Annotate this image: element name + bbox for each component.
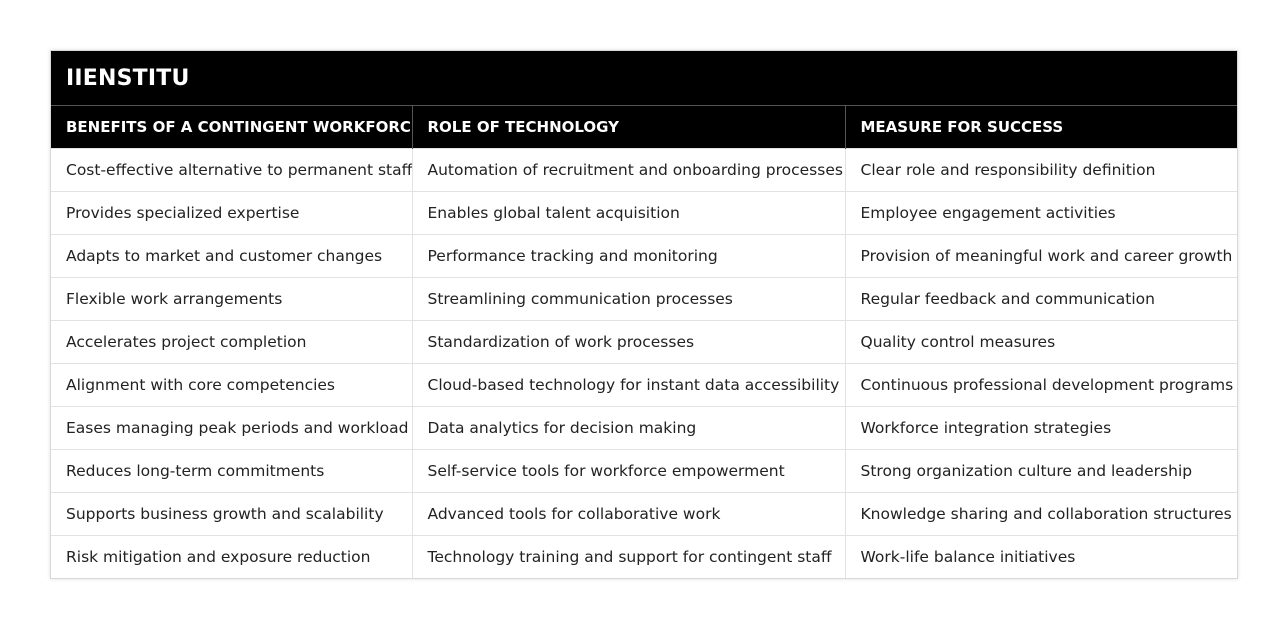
table-row: Supports business growth and scalability… xyxy=(51,492,1237,536)
table-row: Risk mitigation and exposure reduction T… xyxy=(51,535,1237,578)
table-row: Accelerates project completion Standardi… xyxy=(51,320,1237,364)
table-cell: Advanced tools for collaborative work xyxy=(411,492,845,536)
table-cell: Provision of meaningful work and career … xyxy=(844,234,1237,278)
table-row: Adapts to market and customer changes Pe… xyxy=(51,234,1237,278)
comparison-table: IIENSTITU BENEFITS OF A CONTINGENT WORKF… xyxy=(51,51,1237,578)
table-cell: Supports business growth and scalability xyxy=(51,492,412,536)
table-cell: Performance tracking and monitoring xyxy=(411,234,845,278)
table-cell: Automation of recruitment and onboarding… xyxy=(411,148,845,192)
table-cell: Work-life balance initiatives xyxy=(844,535,1237,578)
table-row: Alignment with core competencies Cloud-b… xyxy=(51,363,1237,407)
table-cell: Provides specialized expertise xyxy=(51,191,412,235)
table-cell: Eases managing peak periods and workload xyxy=(51,406,412,450)
table-title: IIENSTITU xyxy=(51,51,1237,106)
table-cell: Reduces long-term commitments xyxy=(51,449,412,493)
table-cell: Cloud-based technology for instant data … xyxy=(411,363,845,407)
table-header-row: BENEFITS OF A CONTINGENT WORKFORCE ROLE … xyxy=(51,105,1237,149)
table-cell: Technology training and support for cont… xyxy=(411,535,845,578)
table-cell: Regular feedback and communication xyxy=(844,277,1237,321)
table-cell: Strong organization culture and leadersh… xyxy=(844,449,1237,493)
table-cell: Flexible work arrangements xyxy=(51,277,412,321)
table-cell: Enables global talent acquisition xyxy=(411,191,845,235)
table-cell: Alignment with core competencies xyxy=(51,363,412,407)
table-cell: Cost-effective alternative to permanent … xyxy=(51,148,412,192)
table-cell: Employee engagement activities xyxy=(844,191,1237,235)
table-cell: Standardization of work processes xyxy=(411,320,845,364)
table-row: Provides specialized expertise Enables g… xyxy=(51,191,1237,235)
table-row: Flexible work arrangements Streamlining … xyxy=(51,277,1237,321)
table-cell: Data analytics for decision making xyxy=(411,406,845,450)
table-title-row: IIENSTITU xyxy=(51,51,1237,106)
table-cell: Workforce integration strategies xyxy=(844,406,1237,450)
table-cell: Continuous professional development prog… xyxy=(844,363,1237,407)
table-cell: Accelerates project completion xyxy=(51,320,412,364)
column-header-technology: ROLE OF TECHNOLOGY xyxy=(411,105,845,149)
table-row: Cost-effective alternative to permanent … xyxy=(51,148,1237,192)
table-cell: Streamlining communication processes xyxy=(411,277,845,321)
column-header-benefits: BENEFITS OF A CONTINGENT WORKFORCE xyxy=(51,105,412,149)
table-cell: Self-service tools for workforce empower… xyxy=(411,449,845,493)
table-cell: Quality control measures xyxy=(844,320,1237,364)
table-cell: Risk mitigation and exposure reduction xyxy=(51,535,412,578)
table-row: Reduces long-term commitments Self-servi… xyxy=(51,449,1237,493)
comparison-table-container: IIENSTITU BENEFITS OF A CONTINGENT WORKF… xyxy=(50,50,1238,579)
column-header-success: MEASURE FOR SUCCESS xyxy=(844,105,1237,149)
table-cell: Clear role and responsibility definition xyxy=(844,148,1237,192)
table-cell: Adapts to market and customer changes xyxy=(51,234,412,278)
table-row: Eases managing peak periods and workload… xyxy=(51,406,1237,450)
table-cell: Knowledge sharing and collaboration stru… xyxy=(844,492,1237,536)
